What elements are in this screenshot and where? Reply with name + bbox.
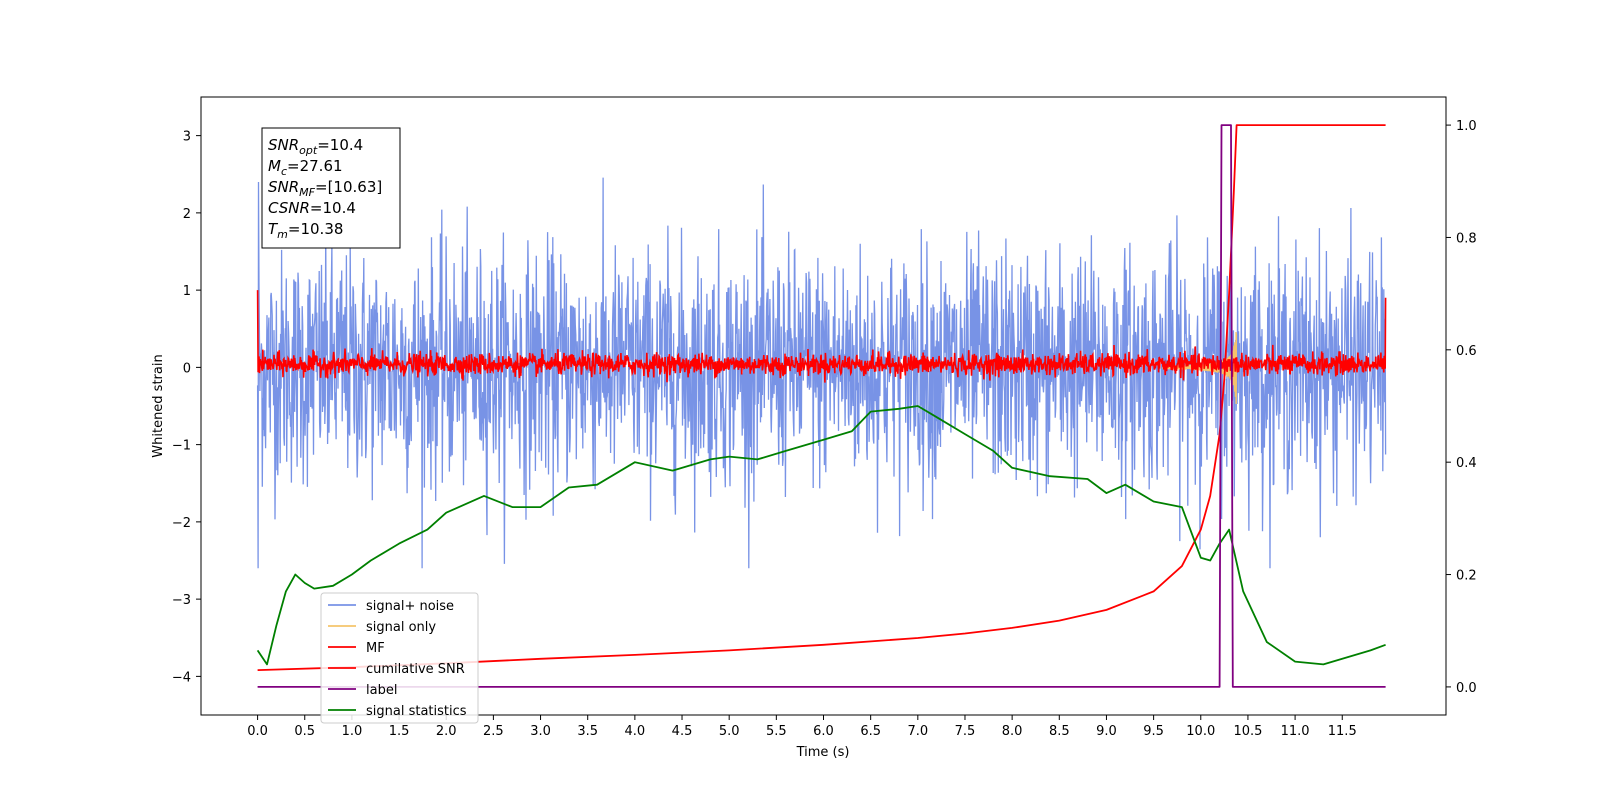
info-line: Tm=10.38 (268, 220, 343, 241)
x-tick-label: 8.0 (1002, 724, 1023, 739)
y-tick-label: −1 (172, 439, 191, 454)
x-tick-label: 8.5 (1049, 724, 1070, 739)
x-tick-label: 10.0 (1186, 724, 1215, 739)
y2-tick-label: 0.6 (1456, 344, 1477, 359)
series-signal-statistics (256, 405, 1386, 666)
y-tick-label: −3 (172, 593, 191, 608)
x-tick-label: 4.5 (672, 724, 693, 739)
x-tick-label: 1.5 (389, 724, 410, 739)
x-tick-label: 7.0 (907, 724, 928, 739)
x-tick-label: 6.5 (860, 724, 881, 739)
y2-tick-label: 0.8 (1456, 231, 1477, 246)
info-line: Mc=27.61 (268, 157, 343, 178)
info-line: SNRopt=10.4 (268, 136, 363, 157)
legend-frame (320, 592, 479, 724)
y-axis-label: Whitened strain (151, 354, 166, 457)
x-tick-label: 3.5 (577, 724, 598, 739)
legend-label: signal statistics (366, 704, 467, 719)
legend-label: signal+ noise (366, 599, 454, 614)
y-tick-label: 0 (183, 361, 191, 376)
y-tick-label: −2 (172, 516, 191, 531)
x-tick-label: 5.0 (719, 724, 740, 739)
legend-label: label (366, 683, 397, 698)
x-tick-label: 7.5 (955, 724, 976, 739)
x-tick-label: 10.5 (1233, 724, 1262, 739)
x-tick-label: 0.0 (247, 724, 268, 739)
x-tick-label: 5.5 (766, 724, 787, 739)
series-mf (256, 290, 1387, 383)
axes-layer: 0.0 0.5 1.0 1.5 2.0 2.5 3.0 3.5 4.0 4.5 5.0 5.5 6.0 6… (172, 119, 1477, 739)
info-line: SNRMF=[10.63] (268, 178, 382, 199)
y2-tick-label: 0.4 (1456, 456, 1477, 471)
x-tick-label: 9.0 (1096, 724, 1117, 739)
series-signal-noise (256, 177, 1387, 569)
info-line: CSNR=10.4 (268, 199, 356, 217)
legend: signal+ noise signal only MF cumilative SNR… (320, 592, 479, 724)
x-tick-label: 11.0 (1281, 724, 1310, 739)
legend-label: MF (366, 641, 385, 656)
x-tick-label: 3.0 (530, 724, 551, 739)
x-tick-label: 11.5 (1328, 724, 1357, 739)
x-axis-label: Time (s) (796, 745, 850, 760)
x-tick-label: 1.0 (342, 724, 363, 739)
x-tick-label: 2.5 (483, 724, 504, 739)
series-layer (256, 124, 1387, 688)
y2-tick-label: 0.2 (1456, 569, 1477, 584)
legend-label: signal only (366, 620, 436, 635)
info-box-frame (261, 127, 401, 249)
info-box: SNRopt=10.4Mc=27.61SNRMF=[10.63]CSNR=10.… (261, 127, 401, 249)
y2-tick-label: 0.0 (1456, 681, 1477, 696)
y-tick-label: 1 (183, 284, 191, 299)
x-tick-label: 2.0 (436, 724, 457, 739)
y-tick-label: 2 (183, 207, 191, 222)
legend-label: cumilative SNR (366, 662, 465, 677)
x-tick-label: 6.0 (813, 724, 834, 739)
x-tick-label: 9.5 (1143, 724, 1164, 739)
series-cumulative-snr (257, 124, 1386, 671)
y-tick-label: 3 (183, 130, 191, 145)
y2-tick-label: 1.0 (1456, 119, 1477, 134)
y-tick-label: −4 (172, 670, 191, 685)
x-tick-label: 4.0 (625, 724, 646, 739)
x-tick-label: 0.5 (294, 724, 315, 739)
series-label (257, 124, 1386, 688)
